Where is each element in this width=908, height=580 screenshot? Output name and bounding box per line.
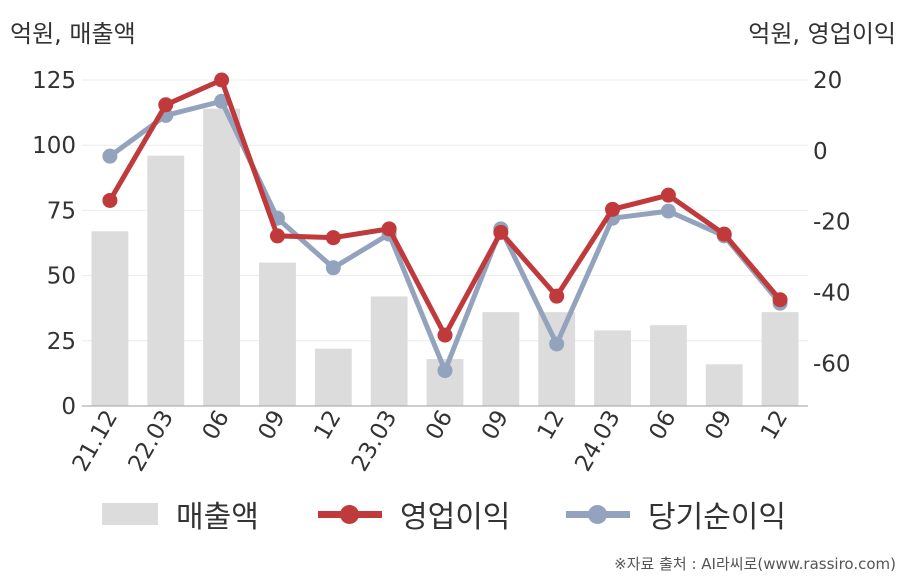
operating-income-point bbox=[158, 97, 174, 113]
bar-revenue bbox=[314, 348, 352, 406]
bar-revenue bbox=[594, 330, 631, 406]
left-tick-label: 100 bbox=[32, 133, 76, 159]
x-tick-label: 06 bbox=[644, 406, 681, 444]
legend-label-revenue: 매출액 bbox=[176, 500, 259, 535]
right-tick-label: 20 bbox=[813, 68, 842, 94]
left-tick-label: 125 bbox=[32, 68, 76, 94]
x-tick-label: 12 bbox=[309, 406, 346, 444]
x-tick-label: 09 bbox=[477, 406, 514, 444]
operating-income-point bbox=[381, 221, 397, 237]
source-note: ※자료 출처 : AI라씨로(www.rassiro.com) bbox=[614, 555, 896, 573]
left-tick-label: 50 bbox=[47, 264, 76, 290]
right-tick-label: 0 bbox=[813, 139, 828, 165]
operating-income-point bbox=[102, 192, 118, 208]
operating-income-point bbox=[214, 72, 230, 88]
operating-income-point bbox=[772, 292, 788, 308]
bar-revenue bbox=[649, 325, 687, 406]
legend-label-net-income: 당기순이익 bbox=[648, 500, 786, 535]
bar-revenue bbox=[705, 364, 743, 406]
operating-income-point bbox=[325, 230, 341, 246]
right-tick-label: -40 bbox=[813, 281, 851, 307]
x-tick-label: 23.03 bbox=[347, 406, 402, 476]
operating-income-point bbox=[493, 224, 509, 240]
bar-revenue bbox=[147, 155, 185, 406]
x-tick-label: 06 bbox=[198, 406, 235, 444]
operating-income-point bbox=[549, 288, 565, 304]
left-tick-label: 25 bbox=[47, 329, 76, 355]
bar-revenue bbox=[761, 312, 799, 406]
legend-swatch-net-income bbox=[566, 504, 630, 524]
bar-revenue bbox=[370, 296, 408, 406]
net-income-point bbox=[549, 336, 565, 352]
operating-income-point bbox=[605, 201, 621, 217]
bar-revenue bbox=[259, 262, 296, 406]
x-tick-label: 09 bbox=[254, 406, 291, 444]
right-tick-label: -20 bbox=[813, 210, 851, 236]
bar-revenue bbox=[203, 108, 241, 407]
right-tick-label: -60 bbox=[813, 351, 851, 377]
operating-income-point bbox=[660, 187, 676, 203]
legend-swatch-revenue bbox=[102, 503, 158, 525]
legend-swatch-operating-income bbox=[318, 504, 382, 524]
right-axis-unit: 억원, 영업이익 bbox=[748, 20, 896, 48]
left-tick-label: 75 bbox=[47, 198, 76, 224]
legend-item-revenue: 매출액 bbox=[102, 492, 259, 536]
legend-item-net-income: 당기순이익 bbox=[566, 492, 786, 536]
operating-income-point bbox=[437, 327, 453, 343]
x-tick-label: 09 bbox=[700, 406, 737, 444]
net-income-point bbox=[325, 260, 341, 276]
x-tick-label: 24.03 bbox=[570, 406, 625, 476]
bar-revenue bbox=[482, 312, 520, 406]
net-income-point bbox=[102, 148, 118, 164]
x-tick-label: 06 bbox=[421, 406, 458, 444]
net-income-point bbox=[437, 363, 453, 379]
x-tick-label: 12 bbox=[533, 406, 570, 444]
net-income-point bbox=[660, 203, 676, 219]
bar-revenue bbox=[538, 312, 576, 406]
operating-income-point bbox=[716, 226, 732, 242]
left-tick-label: 0 bbox=[61, 394, 76, 420]
legend-label-operating-income: 영업이익 bbox=[400, 500, 511, 535]
operating-income-point bbox=[269, 228, 285, 244]
x-tick-label: 12 bbox=[756, 406, 793, 444]
legend-item-operating-income: 영업이익 bbox=[318, 492, 510, 536]
bar-revenue bbox=[91, 231, 129, 406]
left-axis-unit: 억원, 매출액 bbox=[10, 20, 136, 48]
x-tick-label: 22.03 bbox=[124, 406, 179, 476]
